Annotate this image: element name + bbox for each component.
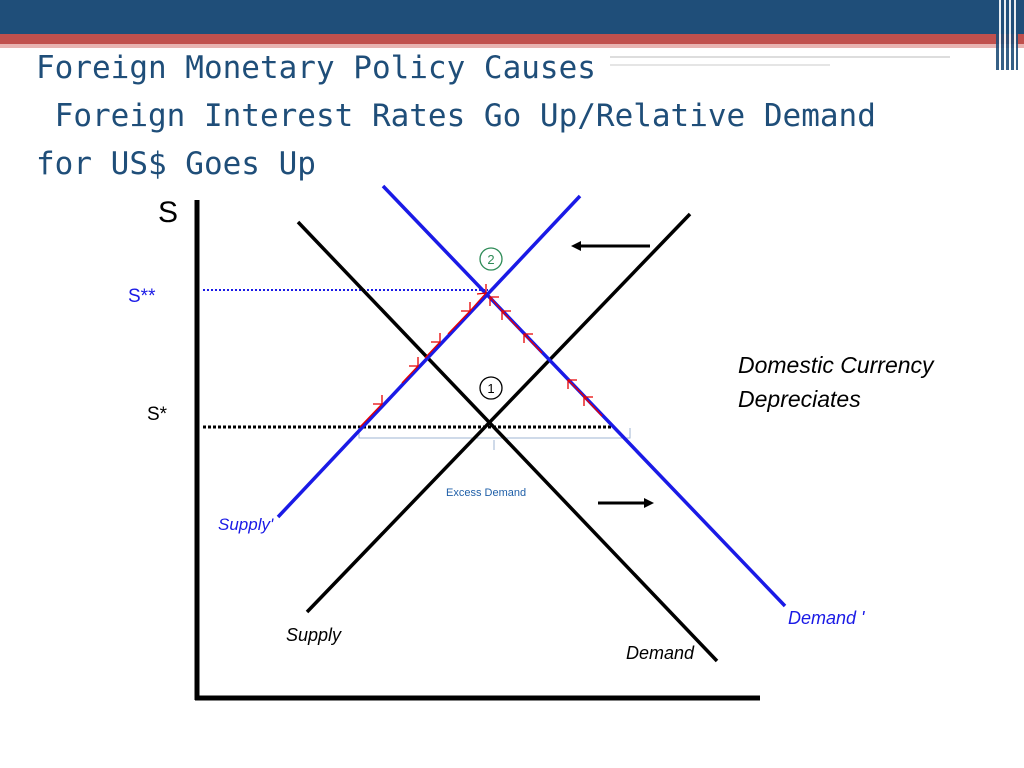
header-band-red bbox=[0, 34, 1024, 44]
adjustment-arrowhead bbox=[373, 395, 383, 405]
header-rule-short bbox=[610, 64, 830, 66]
demand-curve bbox=[296, 220, 719, 663]
equilibrium-1-marker: 1 bbox=[479, 376, 503, 400]
adjustment-arrowhead bbox=[583, 396, 593, 406]
adjustment-arrowhead bbox=[567, 379, 577, 389]
slide-title: Foreign Monetary Policy Causes Foreign I… bbox=[36, 44, 996, 188]
adjustment-arrowhead bbox=[476, 284, 487, 295]
demand-label: Demand bbox=[626, 643, 695, 663]
adjustment-arrow bbox=[359, 403, 383, 428]
adjustment-arrows-supply bbox=[359, 284, 487, 428]
adjustment-arrow bbox=[401, 365, 419, 384]
adjustment-arrow bbox=[523, 333, 543, 354]
s-star-star-label: S** bbox=[128, 286, 156, 307]
supply-prime-curve bbox=[276, 194, 582, 519]
equilibrium-2-label: 2 bbox=[487, 252, 494, 267]
adjustment-arrowhead bbox=[489, 296, 499, 306]
annotation-line-1: Domestic Currency bbox=[738, 352, 935, 378]
adjustment-arrow bbox=[424, 341, 441, 359]
adjustment-arrowhead bbox=[409, 357, 419, 367]
supply-prime-label: Supply' bbox=[218, 515, 274, 534]
title-line-3: for US$ Goes Up bbox=[36, 146, 316, 182]
equilibrium-2-circle bbox=[479, 247, 503, 271]
adjustment-arrow bbox=[447, 310, 471, 335]
adjustment-arrowhead bbox=[431, 333, 441, 343]
equilibrium-2-marker: 2 bbox=[479, 247, 503, 271]
adjustment-arrow bbox=[501, 310, 521, 331]
adjustment-arrow bbox=[489, 296, 505, 314]
adjustment-arrow bbox=[567, 379, 587, 399]
supply-label: Supply bbox=[286, 625, 342, 645]
header-band-pink bbox=[0, 44, 1024, 48]
equilibrium-1-circle bbox=[479, 376, 503, 400]
adjustment-arrowhead bbox=[461, 302, 471, 312]
header-stripes bbox=[996, 0, 1018, 70]
adjustment-arrows-demand bbox=[489, 296, 603, 417]
header-rule bbox=[610, 56, 950, 58]
title-line-1: Foreign Monetary Policy Causes bbox=[36, 50, 596, 86]
s-star-label: S* bbox=[147, 404, 168, 425]
annotation-line-2: Depreciates bbox=[738, 386, 861, 412]
title-line-2: Foreign Interest Rates Go Up/Relative De… bbox=[36, 98, 876, 134]
y-axis-label: S bbox=[158, 196, 178, 229]
supply-curve bbox=[305, 212, 692, 614]
demand-prime-label: Demand ' bbox=[788, 608, 865, 628]
adjustment-arrowhead bbox=[523, 333, 533, 343]
adjustment-arrow bbox=[469, 292, 487, 312]
adjustment-arrow bbox=[583, 396, 603, 417]
equilibrium-1-label: 1 bbox=[487, 381, 494, 396]
header-band-blue bbox=[0, 0, 1024, 34]
excess-demand-label: Excess Demand bbox=[446, 487, 526, 499]
